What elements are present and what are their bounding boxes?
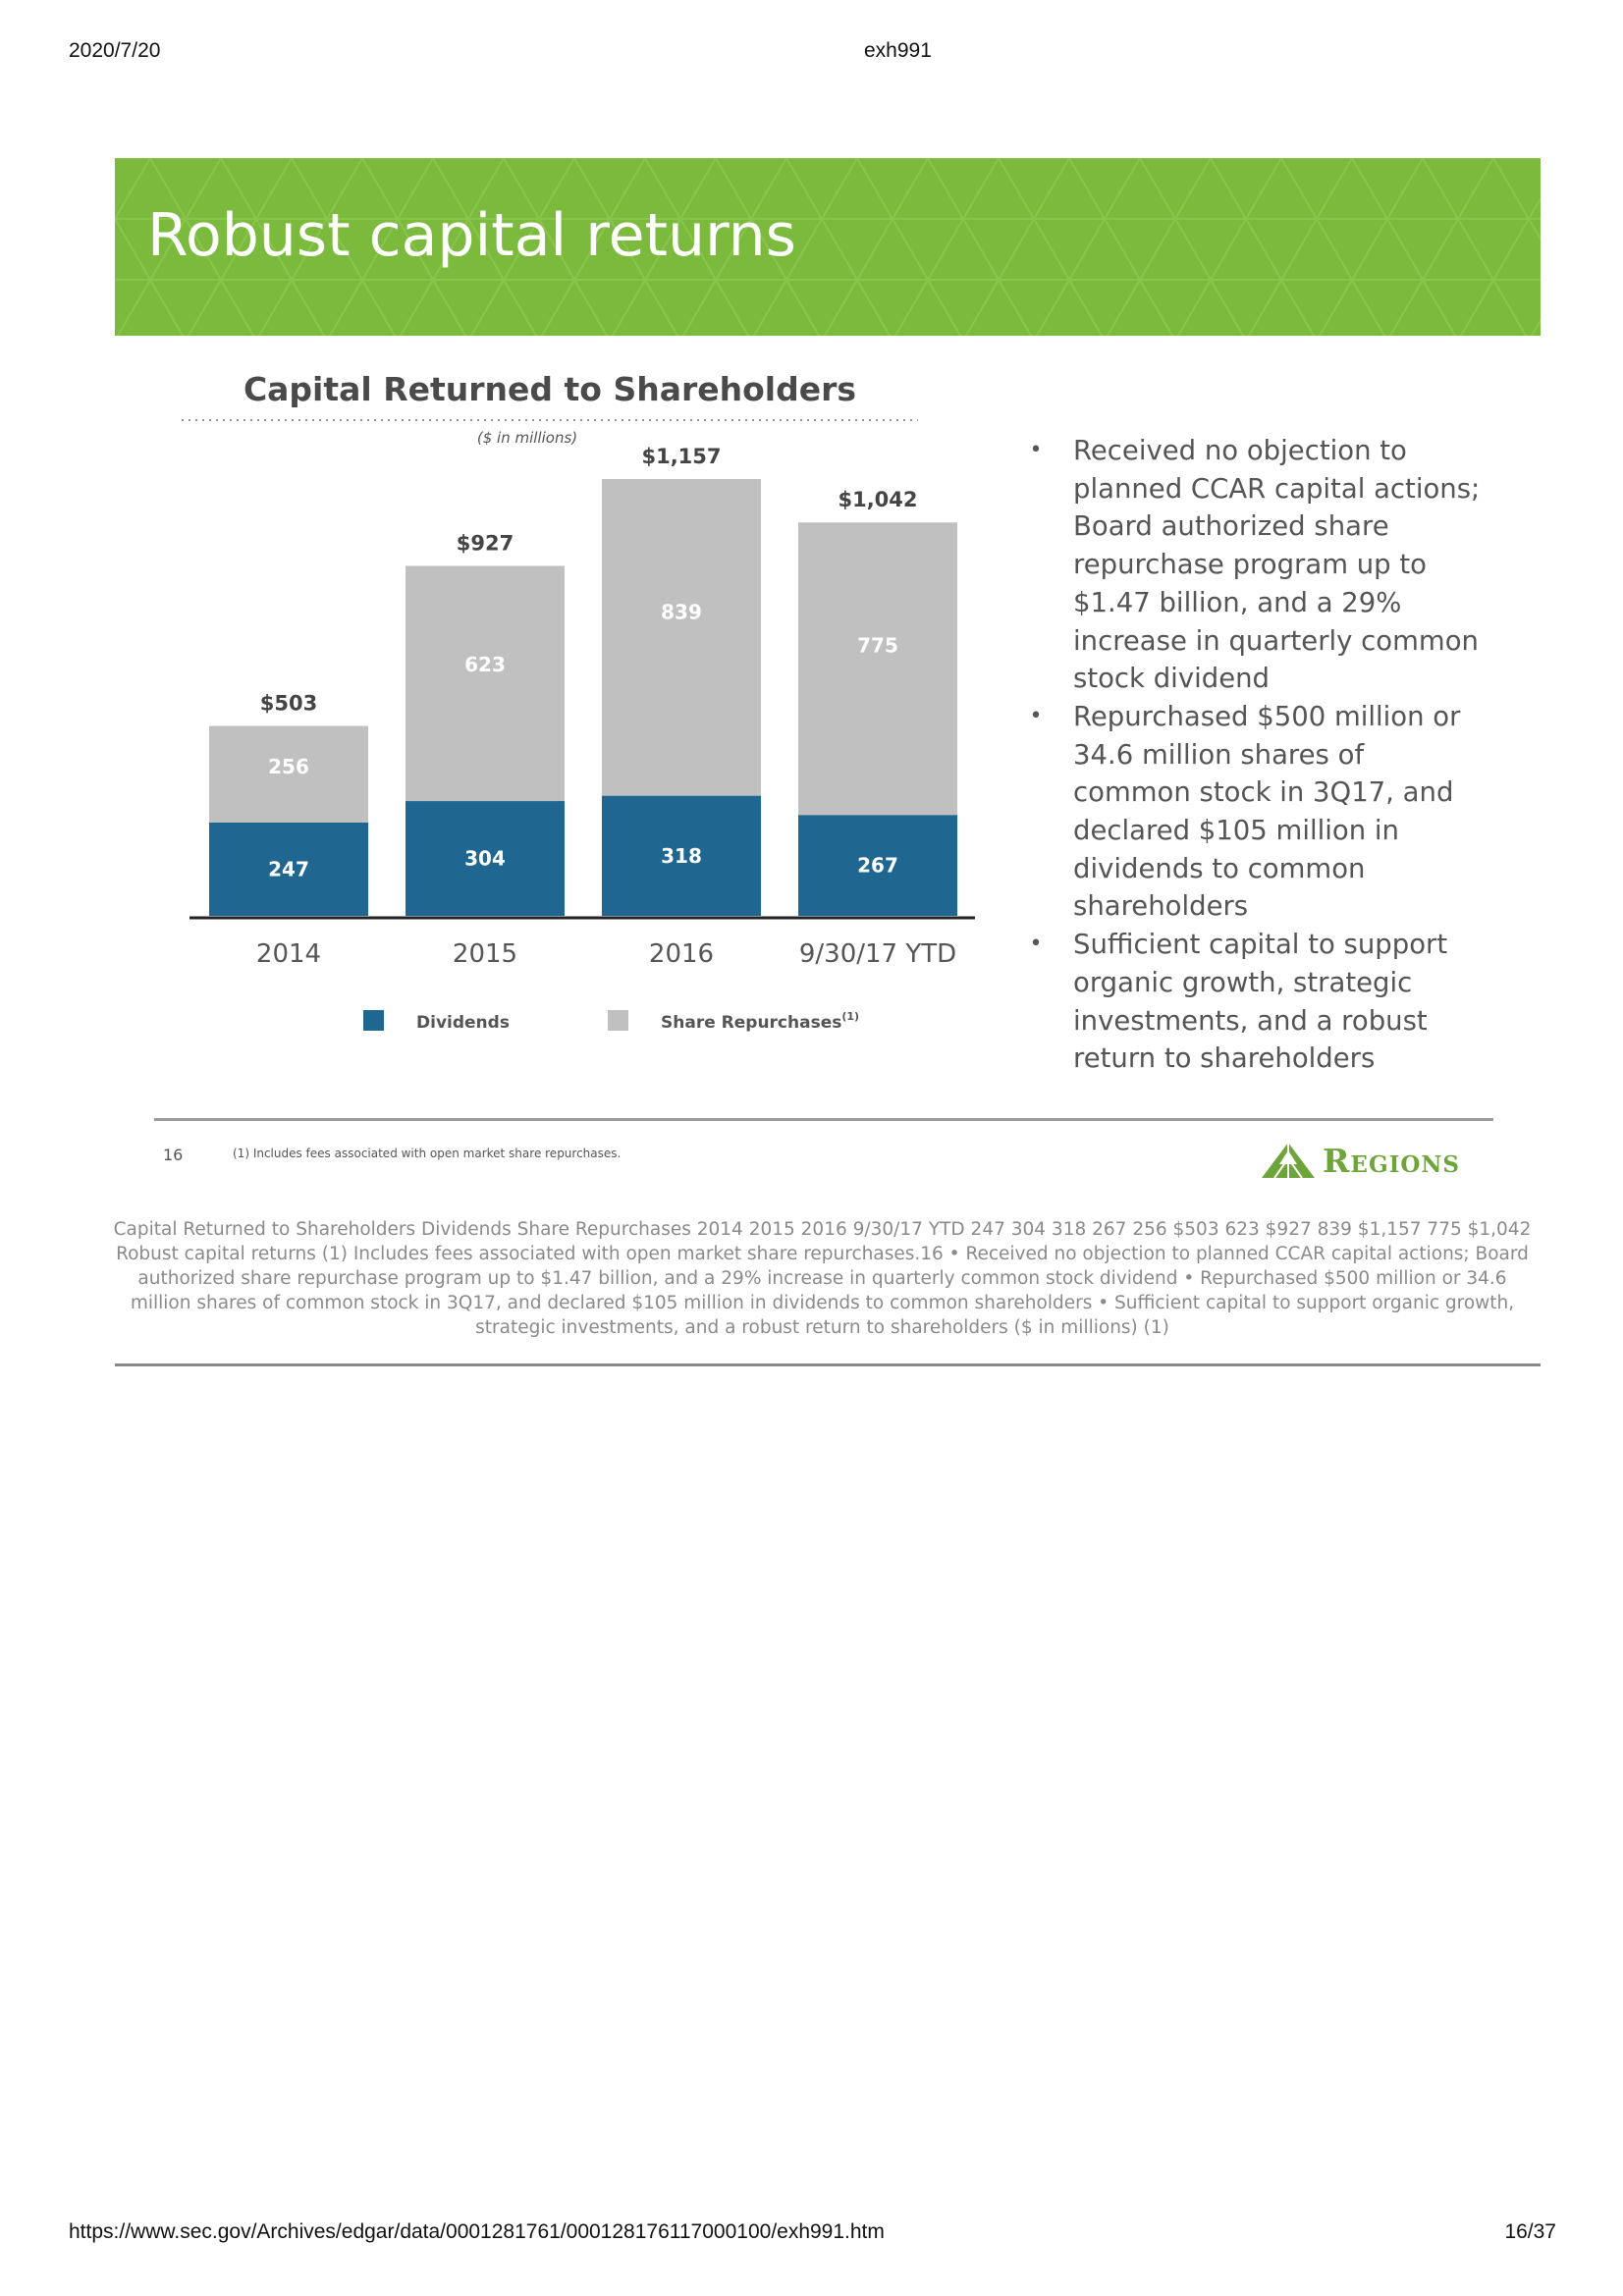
bullet-dot-icon: • xyxy=(1029,703,1043,728)
bullet-dot-icon: • xyxy=(1029,932,1043,957)
banner-triangle-pattern xyxy=(115,158,1541,336)
legend-label-dividends: Dividends xyxy=(416,1013,510,1033)
data-label-dividends: 267 xyxy=(857,854,898,878)
bar-dividends xyxy=(602,795,761,916)
bullet-list: • Received no objection to planned CCAR c… xyxy=(1026,432,1488,1078)
legend-repurchases-superscript: (1) xyxy=(841,1010,859,1023)
bar-dividends xyxy=(209,823,368,916)
bullet-text: Received no objection to planned CCAR ca… xyxy=(1073,435,1481,695)
slide-title-banner: Robust capital returns xyxy=(115,158,1541,336)
slide-footer-divider xyxy=(154,1118,1493,1121)
slide-text-transcript: Capital Returned to Shareholders Dividen… xyxy=(113,1219,1532,1338)
x-tick-label: 2015 xyxy=(453,939,517,969)
bars-group: 247 256 $503 304 623 $927 318 839 $1,157 267 775 $1… xyxy=(209,445,957,916)
bar-share-repurchases xyxy=(798,522,957,816)
capital-returned-chart: Capital Returned to Shareholders ($ in m… xyxy=(182,370,975,1033)
bullet-dot-icon: • xyxy=(1029,438,1043,462)
print-date: 2020/7/20 xyxy=(69,39,161,62)
x-tick-label: 9/30/17 YTD xyxy=(799,939,956,969)
document-name: exh991 xyxy=(864,39,932,62)
slide-title: Robust capital returns xyxy=(147,201,796,270)
source-url: https://www.sec.gov/Archives/edgar/data/… xyxy=(69,2220,885,2243)
data-label-total: $1,157 xyxy=(641,445,721,468)
legend-swatch-dividends xyxy=(363,1010,384,1031)
bullet-item: • Repurchased $500 million or 34.6 millio… xyxy=(1026,698,1488,926)
bar-share-repurchases xyxy=(209,725,368,823)
data-label-total: $927 xyxy=(457,531,514,555)
regions-logo: Regions xyxy=(1260,1141,1460,1180)
legend-repurchases-text: Share Repurchases xyxy=(661,1013,841,1033)
data-label-dividends: 318 xyxy=(661,844,702,868)
bar-share-repurchases xyxy=(406,565,565,802)
x-tick-label: 2016 xyxy=(649,939,714,969)
legend-label-repurchases: Share Repurchases(1) xyxy=(661,1010,859,1033)
bullet-text: Repurchased $500 million or 34.6 million… xyxy=(1073,700,1461,923)
bar-dividends xyxy=(798,815,957,916)
data-label-total: $503 xyxy=(260,692,317,716)
chart-title: Capital Returned to Shareholders xyxy=(243,370,856,408)
regions-pyramid-icon xyxy=(1262,1143,1315,1179)
data-label-share-repurchases: 839 xyxy=(661,601,702,624)
regions-wordmark: Regions xyxy=(1323,1141,1461,1180)
x-ticks-group: 2014 2015 2016 9/30/17 YTD xyxy=(256,939,956,969)
data-label-dividends: 304 xyxy=(464,847,506,871)
data-label-share-repurchases: 623 xyxy=(464,653,506,676)
bar-share-repurchases xyxy=(602,479,761,796)
print-page-count: 16/37 xyxy=(1504,2220,1556,2243)
document-divider xyxy=(115,1363,1541,1366)
bar-dividends xyxy=(406,801,565,916)
bullet-item: • Sufficient capital to support organic g… xyxy=(1026,926,1488,1078)
slide-page-number: 16 xyxy=(163,1146,184,1164)
bullet-item: • Received no objection to planned CCAR c… xyxy=(1026,432,1488,698)
data-label-dividends: 247 xyxy=(268,858,309,881)
slide-footnote: (1) Includes fees associated with open m… xyxy=(233,1147,622,1160)
legend-swatch-repurchases xyxy=(608,1010,628,1031)
data-label-total: $1,042 xyxy=(838,488,917,511)
data-label-share-repurchases: 775 xyxy=(857,633,898,657)
bullet-text: Sufficient capital to support organic gr… xyxy=(1073,929,1448,1075)
chart-subtitle: ($ in millions) xyxy=(477,429,577,447)
x-tick-label: 2014 xyxy=(256,939,321,969)
data-label-share-repurchases: 256 xyxy=(268,755,309,778)
